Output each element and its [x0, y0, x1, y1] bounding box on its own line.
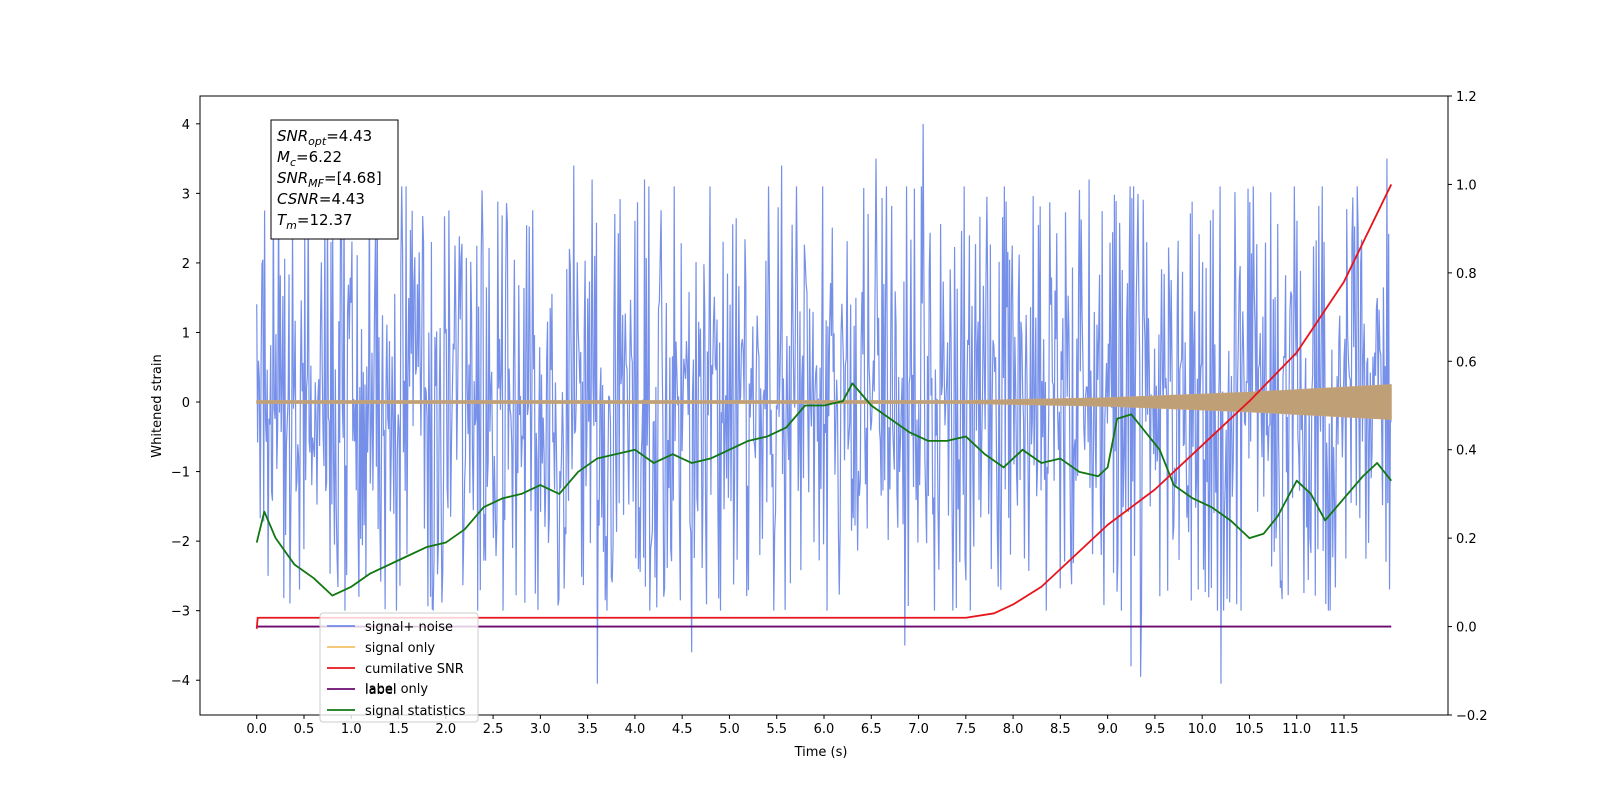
stats-line: Mc=6.22: [277, 148, 342, 169]
x-axis-label: Time (s): [794, 745, 848, 760]
stats-line: SNRMF=[4.68]: [277, 169, 382, 190]
y2-tick-label: 0.4: [1456, 444, 1477, 459]
x-tick-label: 6.5: [861, 722, 882, 737]
stats-line: CSNR=4.43: [277, 190, 365, 208]
x-tick-label: 10.0: [1188, 722, 1217, 737]
legend-label: signal statistics: [365, 704, 466, 719]
x-tick-label: 4.0: [625, 722, 646, 737]
legend-label: signal+ noise: [365, 620, 453, 635]
y-tick-label: 3: [182, 187, 190, 202]
y2-tick-label: 0.6: [1456, 355, 1477, 370]
x-tick-label: 11.5: [1330, 722, 1359, 737]
signal-plus-noise-series: [256, 123, 1392, 684]
y-tick-label: −2: [171, 535, 190, 550]
y-axis-label: Whitened strain: [150, 354, 165, 457]
legend: label only signal+ noise signal only cumila…: [319, 612, 479, 723]
cumulative-snr-line: [255, 184, 1393, 629]
y-tick-label: 2: [182, 257, 190, 272]
y2-tick-label: 0.0: [1456, 621, 1477, 636]
legend-label: cumilative SNR: [365, 662, 464, 677]
x-tick-label: 1.5: [388, 722, 409, 737]
overlapped-legend-text: label only: [365, 682, 428, 697]
y-tick-label: −1: [171, 466, 190, 481]
y2-tick-label: 1.0: [1456, 178, 1477, 193]
legend-label: label: [365, 683, 396, 698]
x-tick-label: 11.0: [1282, 722, 1311, 737]
x-tick-label: 9.0: [1097, 722, 1118, 737]
x-tick-label: 5.0: [719, 722, 740, 737]
x-tick-label: 0.5: [294, 722, 315, 737]
y2-tick-label: 0.2: [1456, 532, 1477, 547]
x-tick-label: 2.5: [483, 722, 504, 737]
y-tick-label: −4: [171, 674, 190, 689]
signal-statistics-line: [255, 382, 1392, 597]
signal-only-series: [256, 384, 1392, 420]
x-tick-label: 8.5: [1050, 722, 1071, 737]
y-tick-label: 1: [182, 326, 190, 341]
x-tick-label: 8.0: [1003, 722, 1024, 737]
x-tick-label: 4.5: [672, 722, 693, 737]
y-tick-label: 4: [182, 118, 190, 133]
x-axis-ticks: 0.0 0.5 1.0 1.5 2.0 2.5 3.0 3.5 4.0 4.5 5.0 5.5 6.0 6…: [246, 715, 1358, 737]
x-tick-label: 3.5: [577, 722, 598, 737]
signal-only-envelope: [256, 384, 1392, 420]
y-tick-label: −3: [171, 605, 190, 620]
legend-label: signal only: [365, 641, 435, 656]
stats-line: Tm=12.37: [277, 211, 352, 232]
x-tick-label: 9.5: [1145, 722, 1166, 737]
x-tick-label: 6.0: [814, 722, 835, 737]
x-tick-label: 10.5: [1235, 722, 1264, 737]
stats-line: SNRopt=4.43: [277, 127, 372, 148]
y2-tick-label: 1.2: [1456, 90, 1477, 105]
x-tick-label: 7.5: [955, 722, 976, 737]
x-tick-label: 0.0: [246, 722, 267, 737]
y-tick-label: 0: [182, 396, 190, 411]
x-tick-label: 5.5: [766, 722, 787, 737]
x-tick-label: 3.0: [530, 722, 551, 737]
signal-plus-noise-line: [256, 123, 1392, 684]
y2-tick-label: 0.8: [1456, 267, 1477, 282]
right-y-axis-ticks: 1.2 1.0 0.8 0.6 0.4 0.2 0.0 −0.2: [1448, 90, 1488, 724]
x-tick-label: 2.0: [435, 722, 456, 737]
left-y-axis-ticks: 4 3 2 1 0 −1 −2 −3 −4: [171, 118, 200, 689]
x-tick-label: 7.0: [908, 722, 929, 737]
x-tick-label: 1.0: [341, 722, 362, 737]
y2-tick-label: −0.2: [1456, 709, 1488, 724]
